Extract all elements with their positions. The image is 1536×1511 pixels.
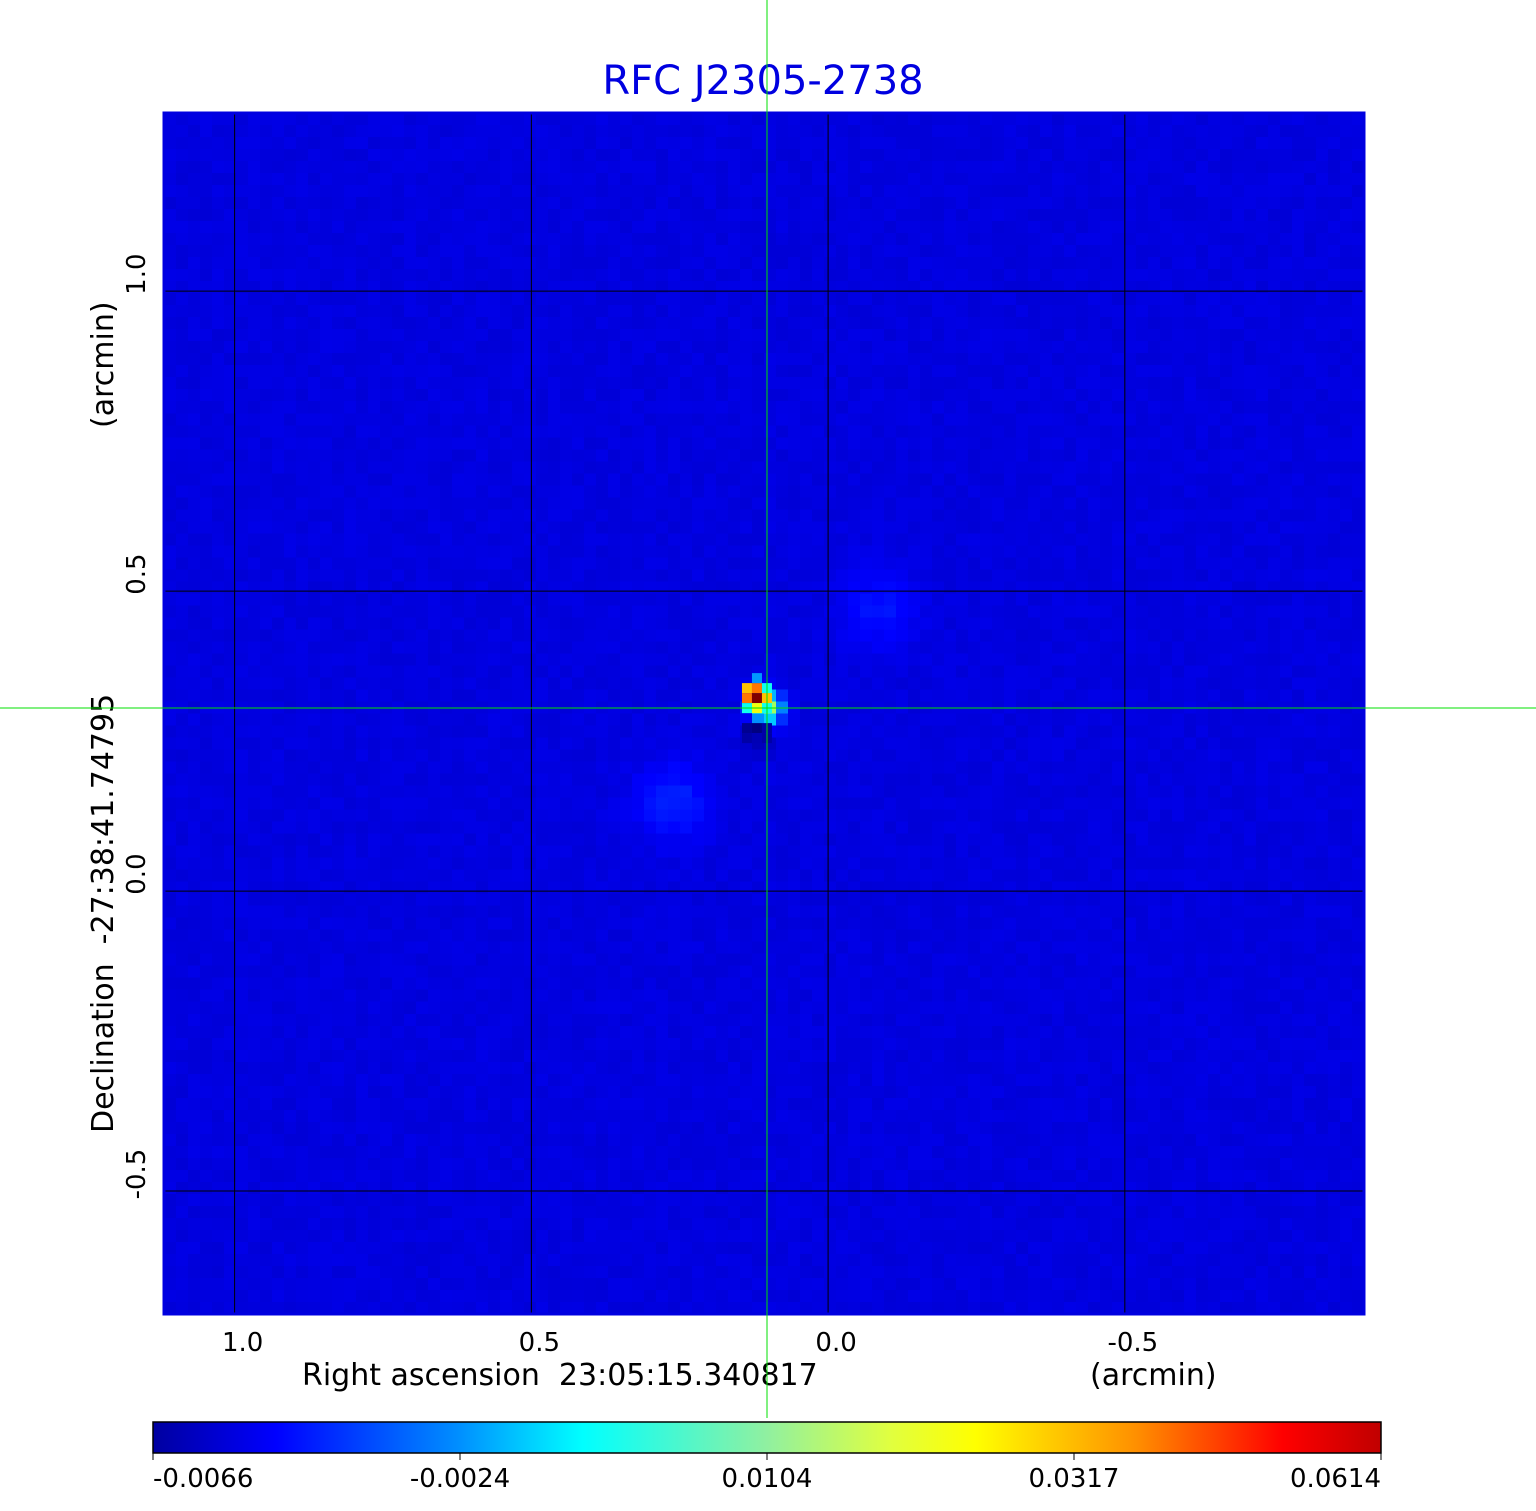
y-tick-labels: 1.0 0.5 0.0 -0.5 — [122, 253, 152, 1199]
colorbar-tick-label: 0.0104 — [722, 1464, 813, 1494]
source-pixel — [741, 733, 752, 744]
y-tick-label: 1.0 — [122, 253, 152, 294]
colorbar-tick-label: 0.0317 — [1029, 1464, 1120, 1494]
x-tick-labels: 1.0 0.5 0.0 -0.5 — [222, 1328, 1158, 1358]
y-tick-label: -0.5 — [122, 1149, 152, 1200]
source-pixel — [741, 693, 752, 704]
x-tick-label: 0.0 — [815, 1328, 856, 1358]
source-pixel — [741, 683, 752, 694]
colorbar-tick-label: -0.0066 — [153, 1464, 253, 1494]
y-axis-unit: (arcmin) — [86, 301, 121, 428]
colorbar — [152, 1421, 1382, 1454]
x-tick-label: 1.0 — [222, 1328, 263, 1358]
y-tick-label: 0.0 — [122, 853, 152, 894]
image-map — [164, 113, 1364, 1314]
colorbar-tick-label: 0.0614 — [1290, 1464, 1381, 1494]
grid-lines — [164, 113, 1364, 1314]
colorbar-ticks: -0.0066 -0.0024 0.0104 0.0317 0.0614 — [152, 1453, 1382, 1494]
source-pixel — [751, 693, 762, 704]
source-pixel — [751, 733, 762, 744]
colorbar-tick-label: -0.0024 — [410, 1464, 510, 1494]
x-tick-label: 0.5 — [519, 1328, 560, 1358]
y-axis-label: Declination -27:38:41.74795 — [86, 694, 121, 1133]
source-pixel — [751, 723, 762, 734]
source-pixel — [741, 723, 752, 734]
source-pixel — [751, 673, 762, 684]
x-tick-label: -0.5 — [1107, 1328, 1158, 1358]
x-axis-unit: (arcmin) — [1090, 1358, 1217, 1393]
plot-frame — [162, 111, 1366, 1316]
y-tick-label: 0.5 — [122, 553, 152, 594]
chart-title: RFC J2305-2738 — [602, 58, 923, 104]
source-pixel — [751, 683, 762, 694]
x-axis-label: Right ascension 23:05:15.340817 — [302, 1358, 818, 1393]
